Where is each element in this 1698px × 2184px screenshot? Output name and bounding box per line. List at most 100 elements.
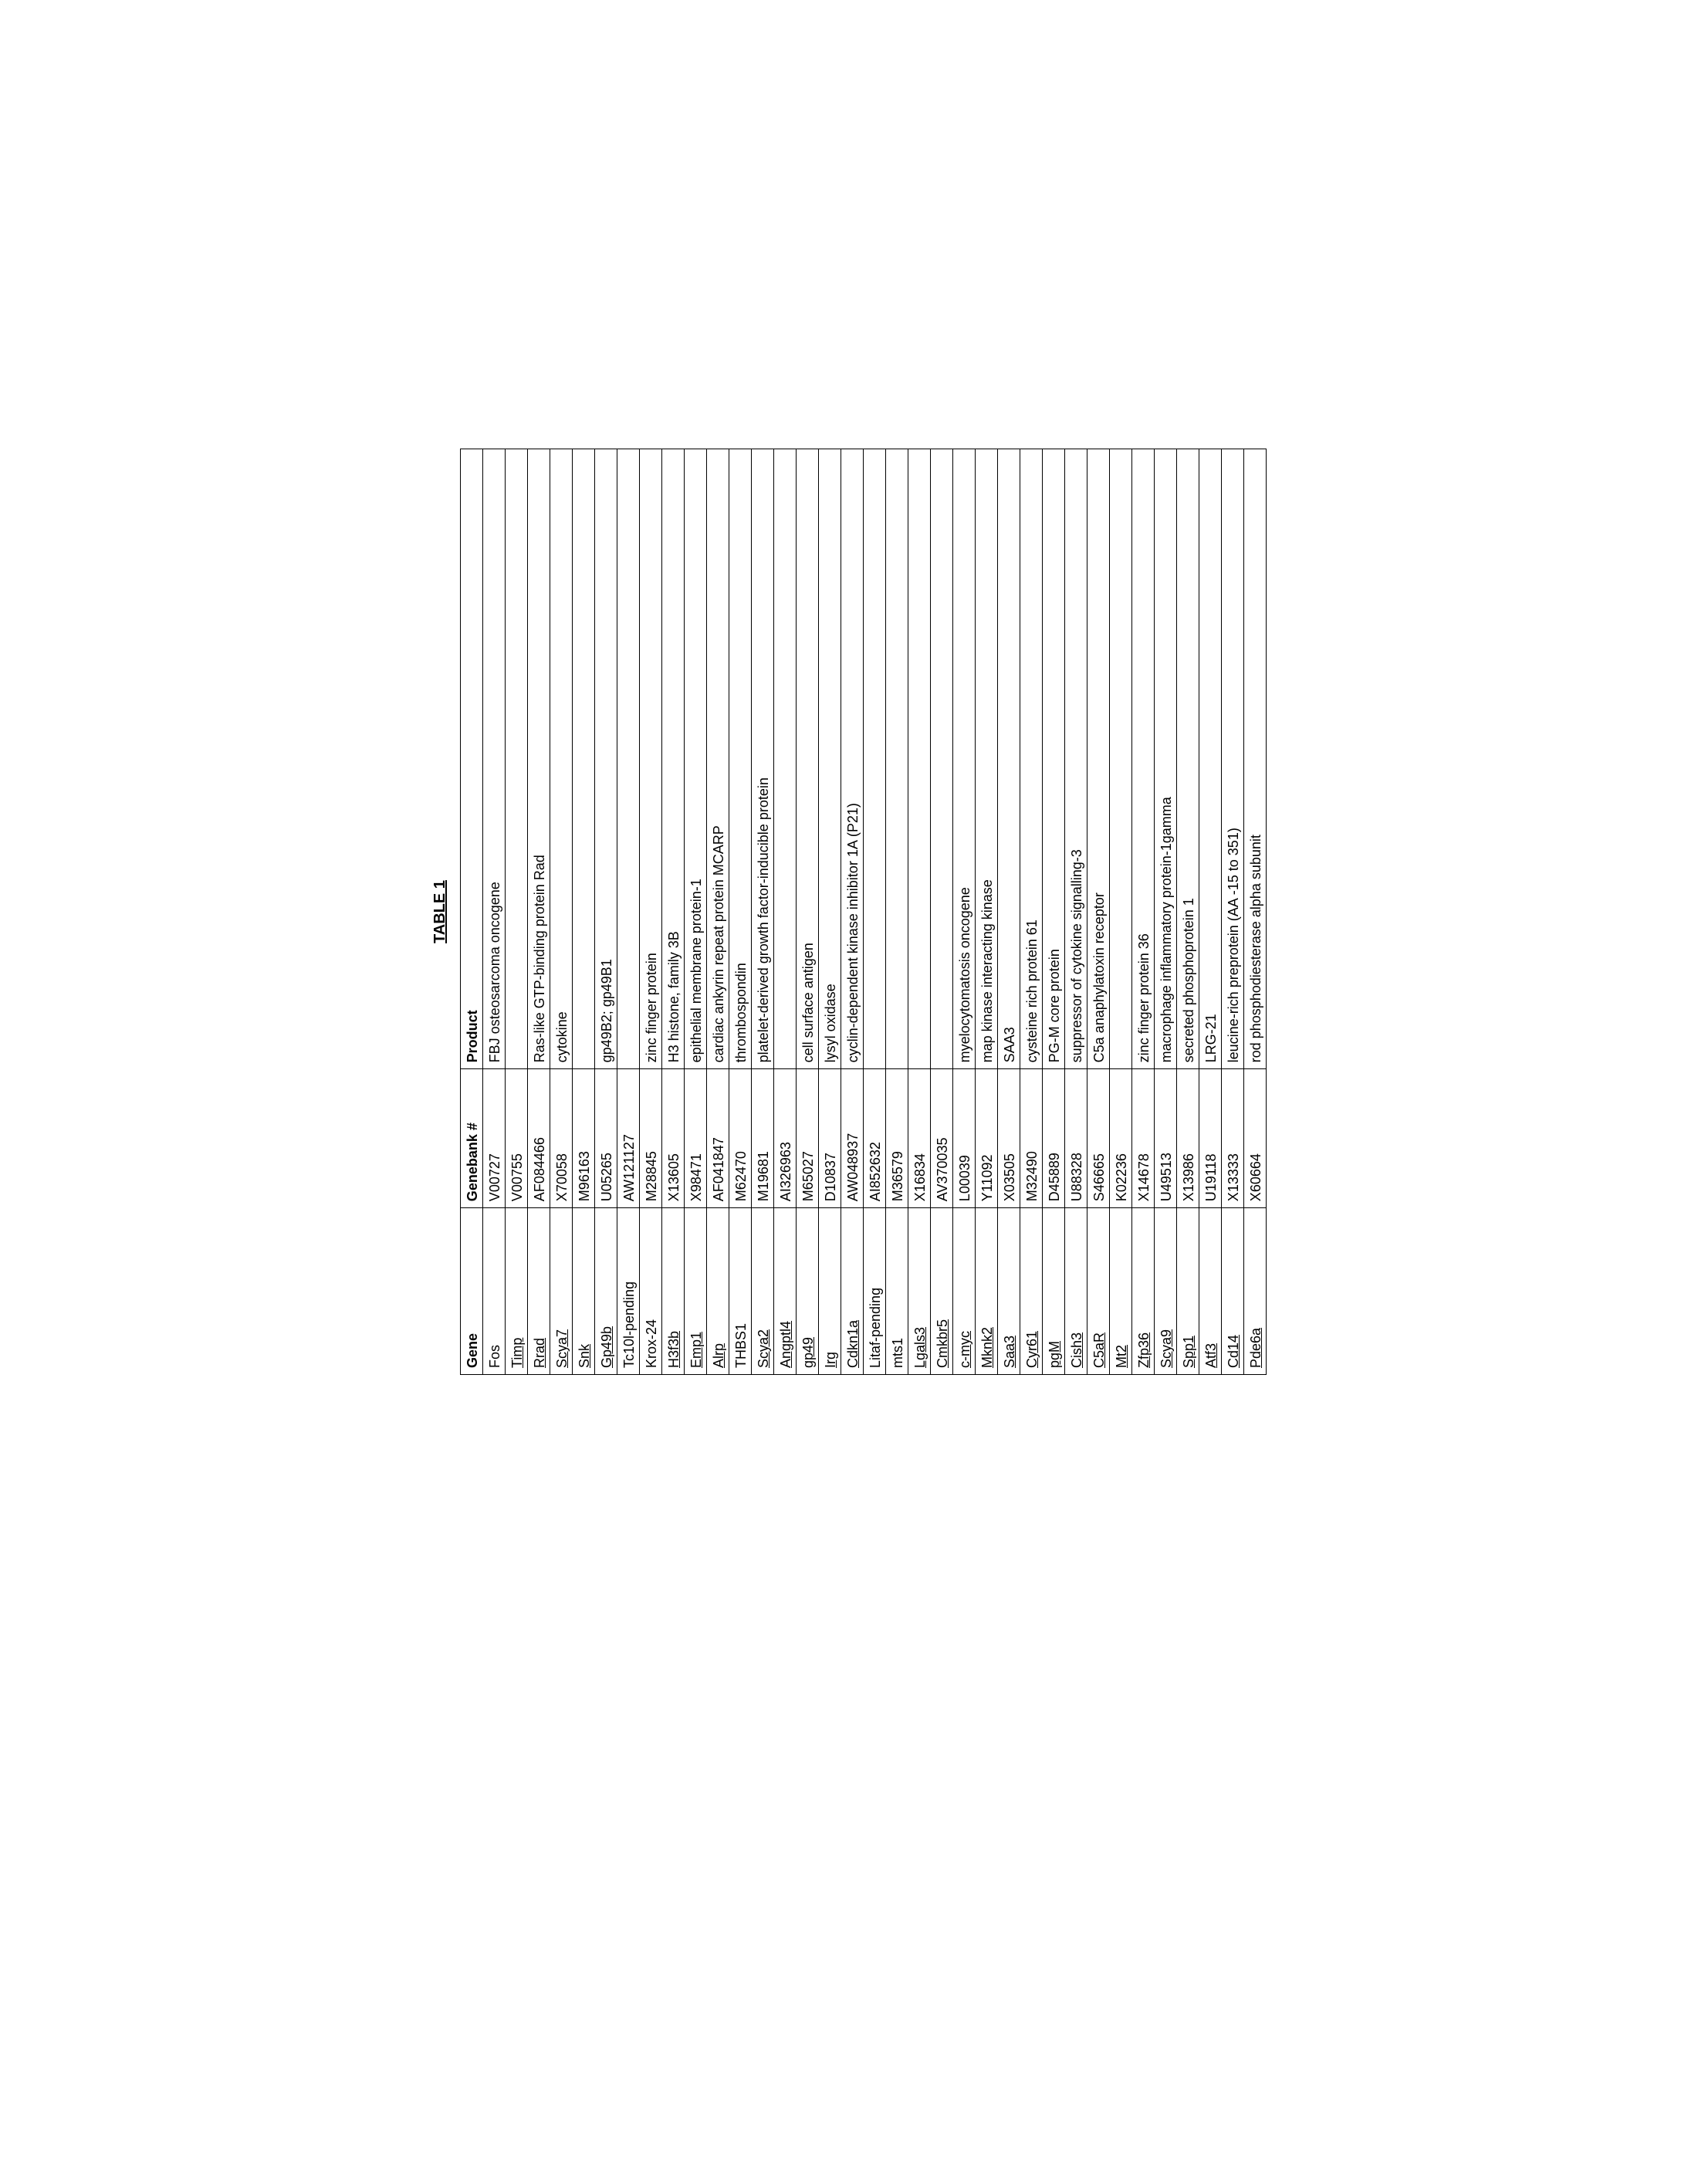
cell-genebank: M32490 [1020, 1069, 1043, 1208]
cell-product: rod phosphodiesterase alpha subunit [1244, 449, 1267, 1069]
cell-genebank: X60664 [1244, 1069, 1267, 1208]
cell-product: secreted phosphoprotein 1 [1177, 449, 1199, 1069]
cell-product [864, 449, 886, 1069]
cell-gene: Cyr61 [1020, 1208, 1043, 1375]
cell-gene: Zfp36 [1132, 1208, 1155, 1375]
table-row: Saa3X03505SAA3 [998, 449, 1020, 1375]
table-row: Scya9U49513macrophage inflammatory prote… [1155, 449, 1177, 1375]
cell-product [774, 449, 797, 1069]
cell-product: LRG-21 [1199, 449, 1222, 1069]
cell-genebank: S46665 [1087, 1069, 1110, 1208]
cell-gene: Mknk2 [976, 1208, 998, 1375]
cell-product: macrophage inflammatory protein-1gamma [1155, 449, 1177, 1069]
cell-gene: Tc10l-pending [617, 1208, 640, 1375]
cell-genebank: X13605 [662, 1069, 685, 1208]
cell-product: cyclin-dependent kinase inhibitor 1A (P2… [841, 449, 864, 1069]
cell-gene: Lgals3 [908, 1208, 931, 1375]
table-row: Scya7X70058cytokine [550, 449, 573, 1375]
cell-gene: Fos [483, 1208, 506, 1375]
table-row: FosV00727FBJ osteosarcoma oncogene [483, 449, 506, 1375]
cell-genebank: X13333 [1222, 1069, 1244, 1208]
table-row: pgMD45889PG-M core protein [1043, 449, 1065, 1375]
cell-gene: Angptl4 [774, 1208, 797, 1375]
cell-product [931, 449, 953, 1069]
cell-genebank: V00727 [483, 1069, 506, 1208]
cell-gene: Rrad [528, 1208, 550, 1375]
cell-product: cytokine [550, 449, 573, 1069]
cell-genebank: AW048937 [841, 1069, 864, 1208]
cell-gene: pgM [1043, 1208, 1065, 1375]
table-body: FosV00727FBJ osteosarcoma oncogeneTimpV0… [483, 449, 1267, 1375]
cell-gene: Gp49b [595, 1208, 617, 1375]
gene-table: Gene Genebank # Product FosV00727FBJ ost… [460, 449, 1267, 1375]
cell-product: thrombospondin [729, 449, 752, 1069]
cell-genebank: X03505 [998, 1069, 1020, 1208]
cell-product: myelocytomatosis oncogene [953, 449, 976, 1069]
cell-product [617, 449, 640, 1069]
cell-genebank: M36579 [886, 1069, 908, 1208]
cell-genebank: AF041847 [707, 1069, 729, 1208]
table-row: Cish3U88328suppressor of cytokine signal… [1065, 449, 1087, 1375]
cell-gene: Snk [573, 1208, 595, 1375]
cell-product: map kinase interacting kinase [976, 449, 998, 1069]
table-row: Mknk2Y11092map kinase interacting kinase [976, 449, 998, 1375]
cell-gene: Saa3 [998, 1208, 1020, 1375]
cell-product: gp49B2; gp49B1 [595, 449, 617, 1069]
table-row: Emp1X98471epithelial membrane protein-1 [685, 449, 707, 1375]
cell-genebank: X98471 [685, 1069, 707, 1208]
cell-product: lysyl oxidase [819, 449, 841, 1069]
header-genebank: Genebank # [461, 1069, 483, 1208]
cell-product: H3 histone, family 3B [662, 449, 685, 1069]
cell-gene: Cish3 [1065, 1208, 1087, 1375]
cell-gene: Litaf-pending [864, 1208, 886, 1375]
table-row: gp49M65027cell surface antigen [797, 449, 819, 1375]
cell-genebank: M19681 [752, 1069, 774, 1208]
cell-product: Ras-like GTP-binding protein Rad [528, 449, 550, 1069]
cell-product: suppressor of cytokine signalling-3 [1065, 449, 1087, 1069]
cell-product [506, 449, 528, 1069]
cell-product: zinc finger protein 36 [1132, 449, 1155, 1069]
cell-product: cysteine rich protein 61 [1020, 449, 1043, 1069]
cell-genebank: X16834 [908, 1069, 931, 1208]
cell-genebank: AV370035 [931, 1069, 953, 1208]
table-row: SnkM96163 [573, 449, 595, 1375]
cell-product: zinc finger protein [640, 449, 662, 1069]
cell-gene: H3f3b [662, 1208, 685, 1375]
table-row: THBS1M62470thrombospondin [729, 449, 752, 1375]
header-product: Product [461, 449, 483, 1069]
cell-genebank: M96163 [573, 1069, 595, 1208]
table-row: Zfp36X14678zinc finger protein 36 [1132, 449, 1155, 1375]
cell-gene: Mt2 [1110, 1208, 1132, 1375]
table-row: c-mycL00039myelocytomatosis oncogene [953, 449, 976, 1375]
cell-genebank: AI852632 [864, 1069, 886, 1208]
cell-gene: Cdkn1a [841, 1208, 864, 1375]
cell-product: epithelial membrane protein-1 [685, 449, 707, 1069]
cell-genebank: M65027 [797, 1069, 819, 1208]
cell-genebank: D10837 [819, 1069, 841, 1208]
table-row: Cmkbr5AV370035 [931, 449, 953, 1375]
table-row: C5aRS46665C5a anaphylatoxin receptor [1087, 449, 1110, 1375]
table-row: Spp1X13986secreted phosphoprotein 1 [1177, 449, 1199, 1375]
cell-product [1110, 449, 1132, 1069]
cell-gene: c-myc [953, 1208, 976, 1375]
cell-product: leucine-rich preprotein (AA -15 to 351) [1222, 449, 1244, 1069]
table-row: Atf3U19118LRG-21 [1199, 449, 1222, 1375]
cell-product: cell surface antigen [797, 449, 819, 1069]
cell-gene: Spp1 [1177, 1208, 1199, 1375]
table-row: mts1M36579 [886, 449, 908, 1375]
table-row: Mt2K02236 [1110, 449, 1132, 1375]
cell-product: C5a anaphylatoxin receptor [1087, 449, 1110, 1069]
cell-genebank: M28845 [640, 1069, 662, 1208]
table-row: Pde6aX60664rod phosphodiesterase alpha s… [1244, 449, 1267, 1375]
cell-genebank: V00755 [506, 1069, 528, 1208]
cell-genebank: Y11092 [976, 1069, 998, 1208]
cell-product [908, 449, 931, 1069]
cell-genebank: D45889 [1043, 1069, 1065, 1208]
table-row: H3f3bX13605H3 histone, family 3B [662, 449, 685, 1375]
cell-gene: gp49 [797, 1208, 819, 1375]
cell-product: platelet-derived growth factor-inducible… [752, 449, 774, 1069]
table-title: TABLE 1 [431, 449, 449, 1375]
cell-genebank: X14678 [1132, 1069, 1155, 1208]
table-row: Cd14X13333leucine-rich preprotein (AA -1… [1222, 449, 1244, 1375]
cell-genebank: X70058 [550, 1069, 573, 1208]
